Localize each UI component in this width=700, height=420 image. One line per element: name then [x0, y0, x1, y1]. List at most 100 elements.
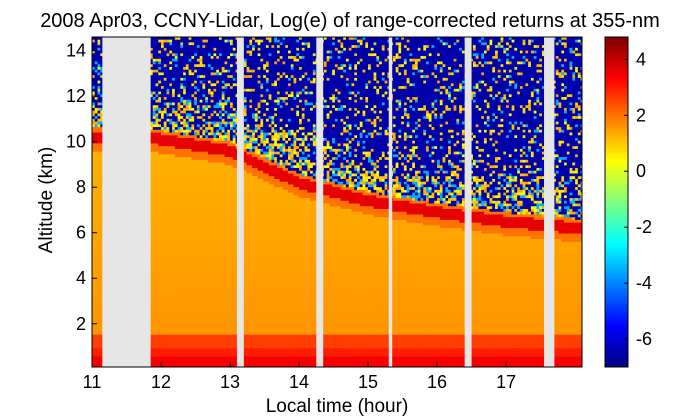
heat-cell	[169, 263, 173, 267]
heat-cell	[177, 304, 181, 308]
heat-cell	[155, 230, 159, 234]
heat-cell	[174, 345, 178, 349]
heat-cell	[155, 129, 159, 133]
heat-cell	[155, 58, 159, 62]
heat-cell	[97, 197, 101, 201]
heat-cell	[100, 255, 104, 259]
heat-cell	[172, 345, 176, 349]
heat-cell	[202, 205, 206, 209]
heat-cell	[94, 285, 98, 289]
heat-cell	[177, 233, 181, 237]
heat-cell	[155, 104, 159, 108]
heat-cell	[196, 268, 201, 272]
heat-cell	[92, 167, 96, 171]
heat-cell	[188, 102, 192, 106]
heat-cell	[152, 175, 156, 179]
heat-cell	[185, 249, 190, 253]
heat-cell	[202, 304, 206, 308]
heat-cell	[169, 140, 173, 144]
heat-cell	[97, 61, 101, 65]
heat-cell	[97, 203, 101, 207]
heat-cell	[202, 211, 206, 215]
heat-cell	[161, 295, 165, 300]
heat-cell	[155, 358, 159, 362]
heat-cell	[177, 353, 181, 357]
heat-cell	[172, 164, 176, 169]
heat-cell	[174, 159, 178, 163]
heat-cell	[194, 151, 198, 155]
heat-cell	[163, 80, 167, 84]
heat-cell	[158, 268, 162, 272]
heat-cell	[169, 287, 173, 291]
heat-cell	[194, 260, 198, 264]
heat-cell	[194, 214, 198, 218]
heat-cell	[188, 331, 192, 335]
heat-cell	[155, 148, 159, 152]
heat-cell	[185, 233, 190, 237]
heat-cell	[149, 282, 154, 286]
heat-cell	[194, 339, 198, 343]
heat-cell	[149, 123, 154, 128]
heat-cell	[188, 320, 192, 324]
heat-cell	[158, 145, 162, 149]
heat-cell	[94, 293, 98, 297]
heat-cell	[191, 312, 195, 316]
heat-cell	[94, 290, 98, 294]
heat-cell	[100, 203, 104, 207]
heat-cell	[149, 249, 154, 253]
heat-cell	[194, 93, 198, 98]
heat-cell	[188, 290, 192, 294]
heat-cell	[191, 306, 195, 311]
heat-cell	[166, 235, 170, 240]
heat-cell	[166, 238, 170, 242]
heat-cell	[196, 164, 201, 169]
heat-cell	[169, 276, 173, 281]
heat-cell	[163, 175, 167, 179]
heat-cell	[180, 361, 184, 365]
heat-cell	[161, 197, 165, 201]
heat-cell	[194, 186, 198, 190]
heat-cell	[180, 331, 184, 335]
heat-cell	[199, 345, 203, 349]
heat-cell	[185, 219, 190, 223]
heat-cell	[166, 260, 170, 264]
heat-cell	[161, 282, 165, 286]
heat-cell	[199, 203, 203, 207]
heat-cell	[92, 287, 96, 291]
heat-cell	[194, 104, 198, 108]
heat-cell	[163, 295, 167, 300]
heat-cell	[94, 99, 98, 103]
heat-cell	[205, 293, 209, 297]
heat-cell	[202, 268, 206, 272]
heat-cell	[188, 140, 192, 144]
heat-cell	[194, 268, 198, 272]
heat-cell	[202, 216, 206, 220]
heat-cell	[158, 44, 162, 48]
heat-cell	[172, 241, 176, 245]
heat-cell	[155, 167, 159, 171]
heat-cell	[158, 246, 162, 250]
heat-cell	[166, 271, 170, 275]
heat-cell	[163, 347, 167, 352]
heat-cell	[163, 192, 167, 196]
heat-cell	[158, 61, 162, 65]
heat-cell	[185, 115, 190, 119]
heat-cell	[174, 151, 178, 155]
heat-cell	[152, 235, 156, 240]
heat-cell	[163, 115, 167, 119]
heat-cell	[185, 203, 190, 207]
heat-cell	[163, 219, 167, 223]
heat-cell	[174, 203, 178, 207]
heat-cell	[177, 181, 181, 185]
heat-cell	[100, 178, 104, 182]
heat-cell	[169, 249, 173, 253]
heat-cell	[100, 134, 104, 138]
heat-cell	[194, 145, 198, 149]
heat-cell	[94, 323, 98, 327]
heat-cell	[94, 153, 98, 158]
heat-cell	[149, 170, 154, 174]
heat-cell	[169, 290, 173, 294]
heat-cell	[196, 320, 201, 324]
heat-cell	[161, 211, 165, 215]
heat-cell	[100, 246, 104, 250]
